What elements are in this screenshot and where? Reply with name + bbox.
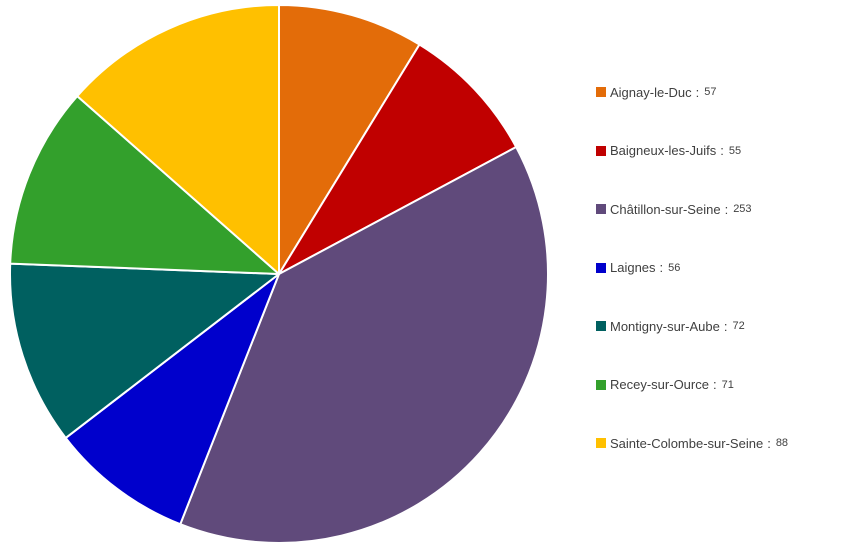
legend-item: Châtillon-sur-Seine :253 [596, 197, 788, 221]
legend-label: Sainte-Colombe-sur-Seine [610, 435, 764, 451]
legend-value: 56 [668, 261, 681, 274]
legend-value: 253 [733, 203, 752, 215]
legend-separator: : [723, 318, 728, 334]
pie-slice-4 [9, 262, 280, 439]
legend-value: 55 [728, 144, 742, 157]
pie-slice-3 [64, 273, 280, 526]
legend-separator: : [712, 377, 717, 392]
chart-legend: Aignay-le-Duc :57 Baigneux-les-Juifs :55 C… [596, 80, 788, 490]
legend-swatch [596, 262, 606, 273]
legend-label: Recey-sur-Ource [610, 377, 709, 392]
legend-swatch [596, 204, 606, 214]
legend-swatch [596, 321, 606, 331]
legend-item: Aignay-le-Duc :57 [596, 80, 788, 104]
legend-swatch [596, 379, 606, 390]
legend-swatch [596, 87, 606, 97]
legend-item: Laignes :56 [596, 256, 788, 280]
legend-separator: : [724, 201, 729, 217]
legend-value: 57 [704, 86, 717, 98]
legend-item: Montigny-sur-Aube :72 [596, 314, 788, 338]
legend-separator: : [659, 260, 664, 275]
legend-value: 72 [732, 320, 745, 332]
pie-slice-0 [278, 4, 421, 275]
pie-plot-area [9, 4, 549, 544]
legend-separator: : [720, 143, 724, 158]
legend-value: 71 [721, 378, 734, 391]
legend-separator: : [695, 84, 700, 100]
legend-label: Baigneux-les-Juifs [610, 143, 717, 158]
legend-item: Sainte-Colombe-sur-Seine :88 [596, 431, 788, 455]
legend-swatch [596, 438, 606, 448]
legend-swatch [596, 145, 606, 156]
legend-value: 88 [775, 437, 789, 449]
legend-separator: : [767, 435, 771, 451]
legend-label: Laignes [610, 260, 656, 275]
pie-slice-1 [278, 43, 518, 275]
legend-label: Montigny-sur-Aube [610, 318, 720, 334]
pie-slice-6 [76, 4, 280, 275]
legend-item: Recey-sur-Ource :71 [596, 373, 788, 397]
pie-slice-2 [179, 146, 549, 544]
legend-label: Aignay-le-Duc [610, 84, 692, 100]
pie-slice-5 [9, 95, 280, 275]
legend-label: Châtillon-sur-Seine [610, 201, 721, 217]
legend-item: Baigneux-les-Juifs :55 [596, 139, 788, 163]
